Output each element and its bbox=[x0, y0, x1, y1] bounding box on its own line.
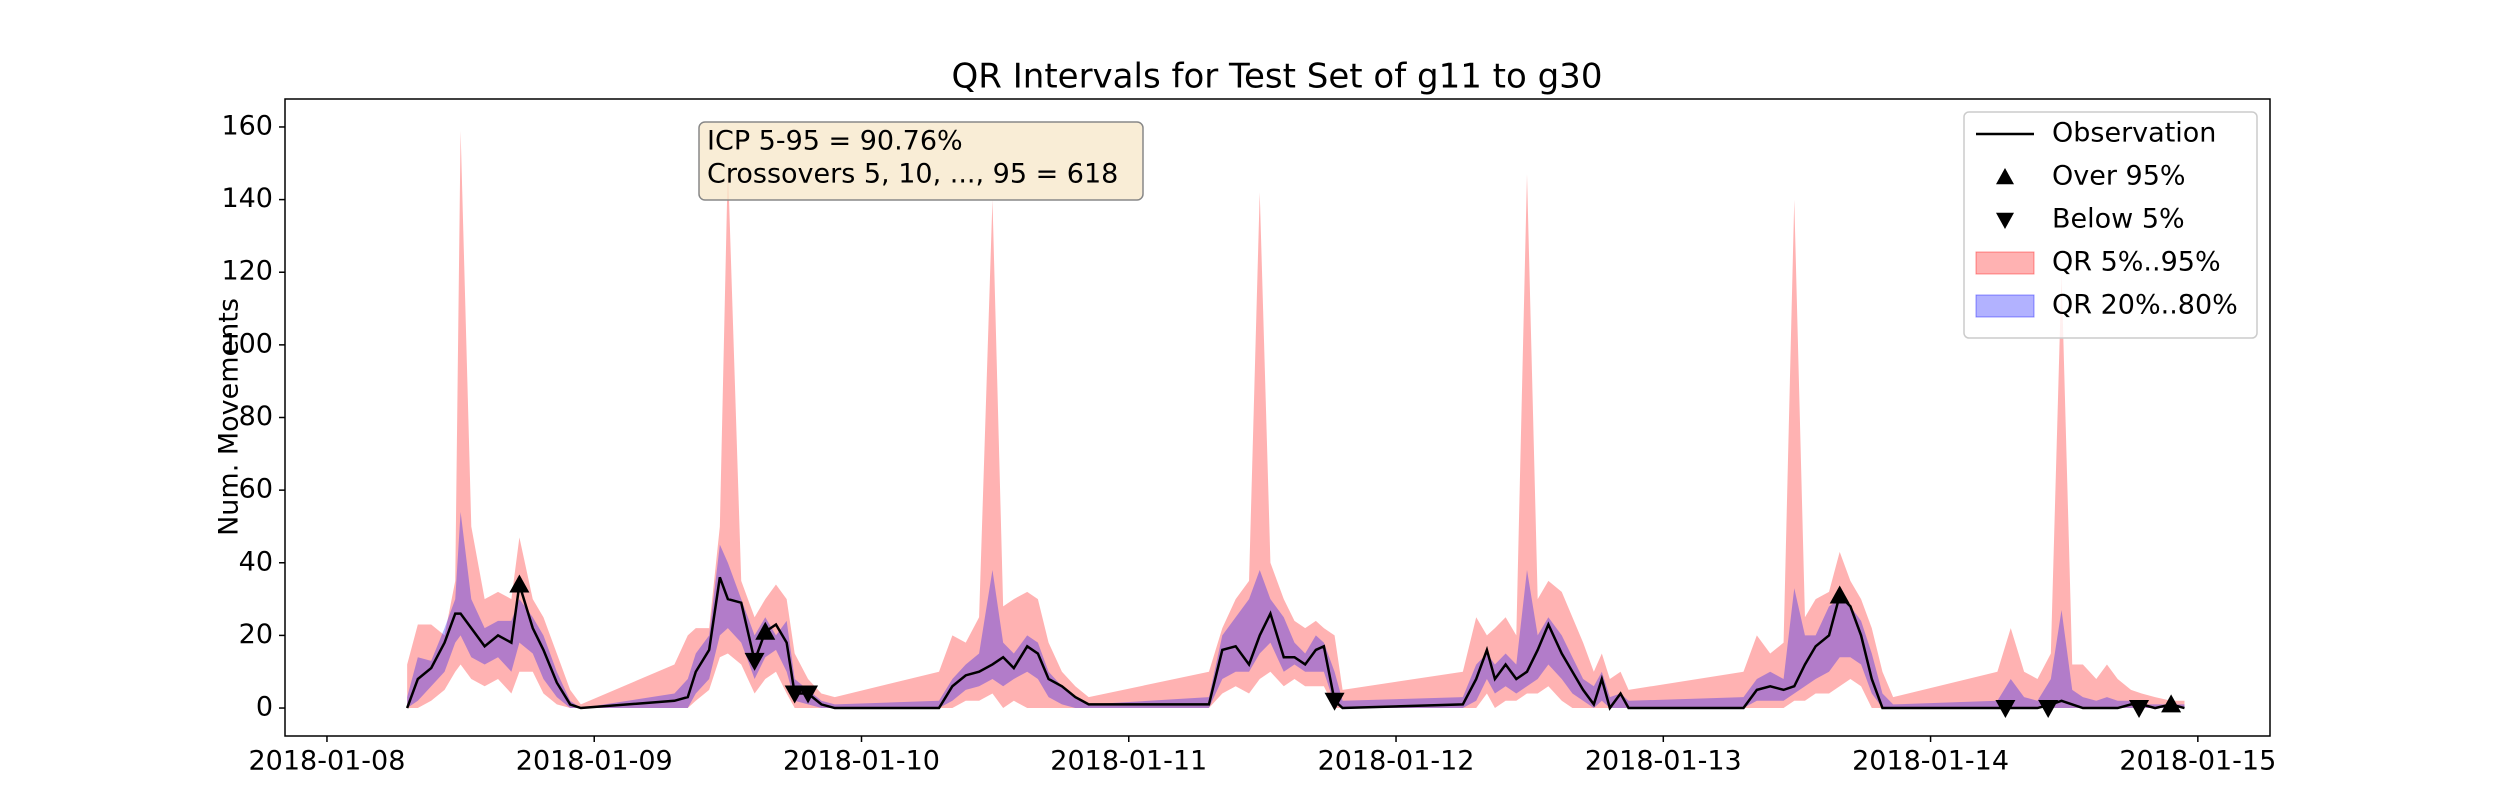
y-tick-label: 40 bbox=[239, 546, 273, 577]
marker bbox=[1995, 700, 2016, 719]
legend-marker bbox=[1996, 212, 2014, 229]
legend-marker bbox=[1996, 168, 2014, 185]
x-tick-label: 2018-01-13 bbox=[1585, 746, 1742, 777]
x-tick-label: 2018-01-11 bbox=[1050, 746, 1207, 777]
marker bbox=[1324, 692, 1345, 711]
y-tick-label: 140 bbox=[221, 183, 273, 214]
x-tick-label: 2018-01-12 bbox=[1318, 746, 1475, 777]
band bbox=[407, 511, 2185, 709]
marker bbox=[2161, 694, 2182, 713]
band bbox=[407, 130, 2185, 709]
legend-patch bbox=[1975, 251, 2035, 275]
chart-title: QR Intervals for Test Set of g11 to g30 bbox=[952, 57, 1603, 97]
y-axis-label: Num. Movements bbox=[214, 298, 245, 536]
y-tick-label: 80 bbox=[239, 401, 273, 432]
y-tick-label: 100 bbox=[221, 328, 273, 359]
y-tick-label: 120 bbox=[221, 256, 273, 287]
annotation: Crossovers 5, 10, ..., 95 = 618 bbox=[707, 159, 1118, 190]
marker bbox=[784, 685, 805, 704]
legend-label: QR 20%..80% bbox=[2052, 290, 2238, 321]
x-tick-label: 2018-01-15 bbox=[2119, 746, 2276, 777]
y-tick-label: 160 bbox=[221, 110, 273, 141]
legend-label: QR 5%..95% bbox=[2052, 247, 2221, 278]
marker bbox=[2129, 700, 2150, 719]
y-tick-label: 60 bbox=[239, 474, 273, 505]
annotation: ICP 5-95 = 90.76% bbox=[707, 126, 963, 157]
x-tick-label: 2018-01-10 bbox=[783, 746, 940, 777]
x-tick-label: 2018-01-14 bbox=[1852, 746, 2009, 777]
line bbox=[405, 576, 2185, 711]
y-tick-label: 20 bbox=[239, 619, 273, 650]
marker bbox=[755, 621, 776, 640]
marker bbox=[2038, 700, 2059, 719]
legend-label: Observation bbox=[2052, 118, 2216, 149]
x-tick-label: 2018-01-09 bbox=[516, 746, 673, 777]
marker bbox=[744, 652, 765, 671]
marker bbox=[1829, 585, 1850, 604]
annotation-box bbox=[698, 121, 1144, 201]
marker bbox=[798, 685, 819, 704]
legend-label: Over 95% bbox=[2052, 161, 2186, 192]
legend-box bbox=[1963, 111, 2258, 339]
legend-label: Below 5% bbox=[2052, 204, 2185, 235]
y-tick-label: 0 bbox=[256, 692, 273, 723]
x-tick-label: 2018-01-08 bbox=[249, 746, 406, 777]
marker bbox=[509, 574, 530, 593]
legend-patch bbox=[1975, 294, 2035, 318]
